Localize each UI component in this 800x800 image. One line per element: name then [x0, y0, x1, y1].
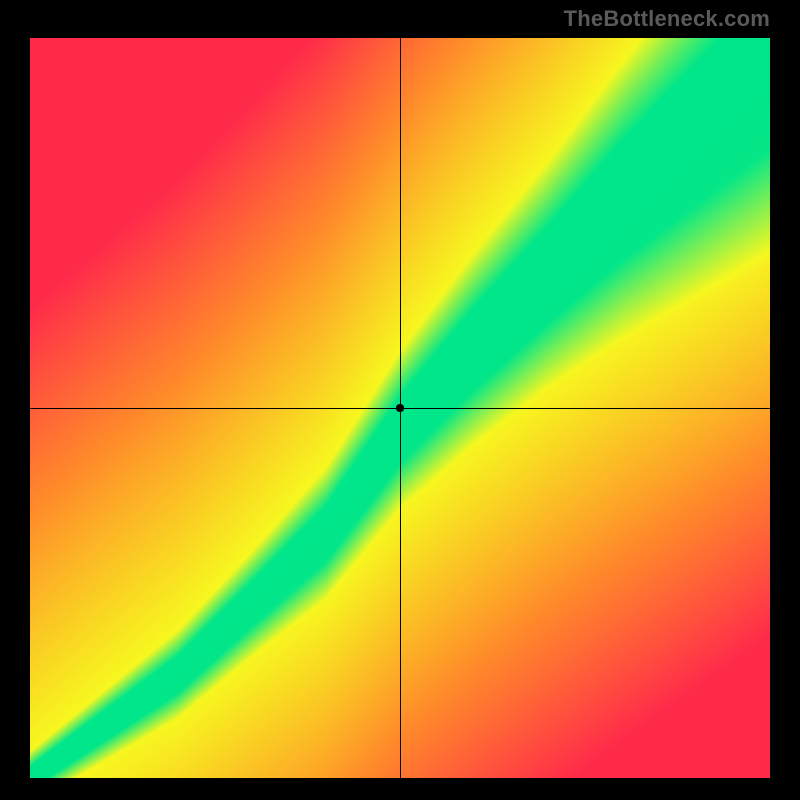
root: TheBottleneck.com — [0, 0, 800, 800]
bottleneck-heatmap — [30, 38, 770, 778]
watermark-text: TheBottleneck.com — [564, 6, 770, 32]
plot-frame — [30, 38, 770, 778]
